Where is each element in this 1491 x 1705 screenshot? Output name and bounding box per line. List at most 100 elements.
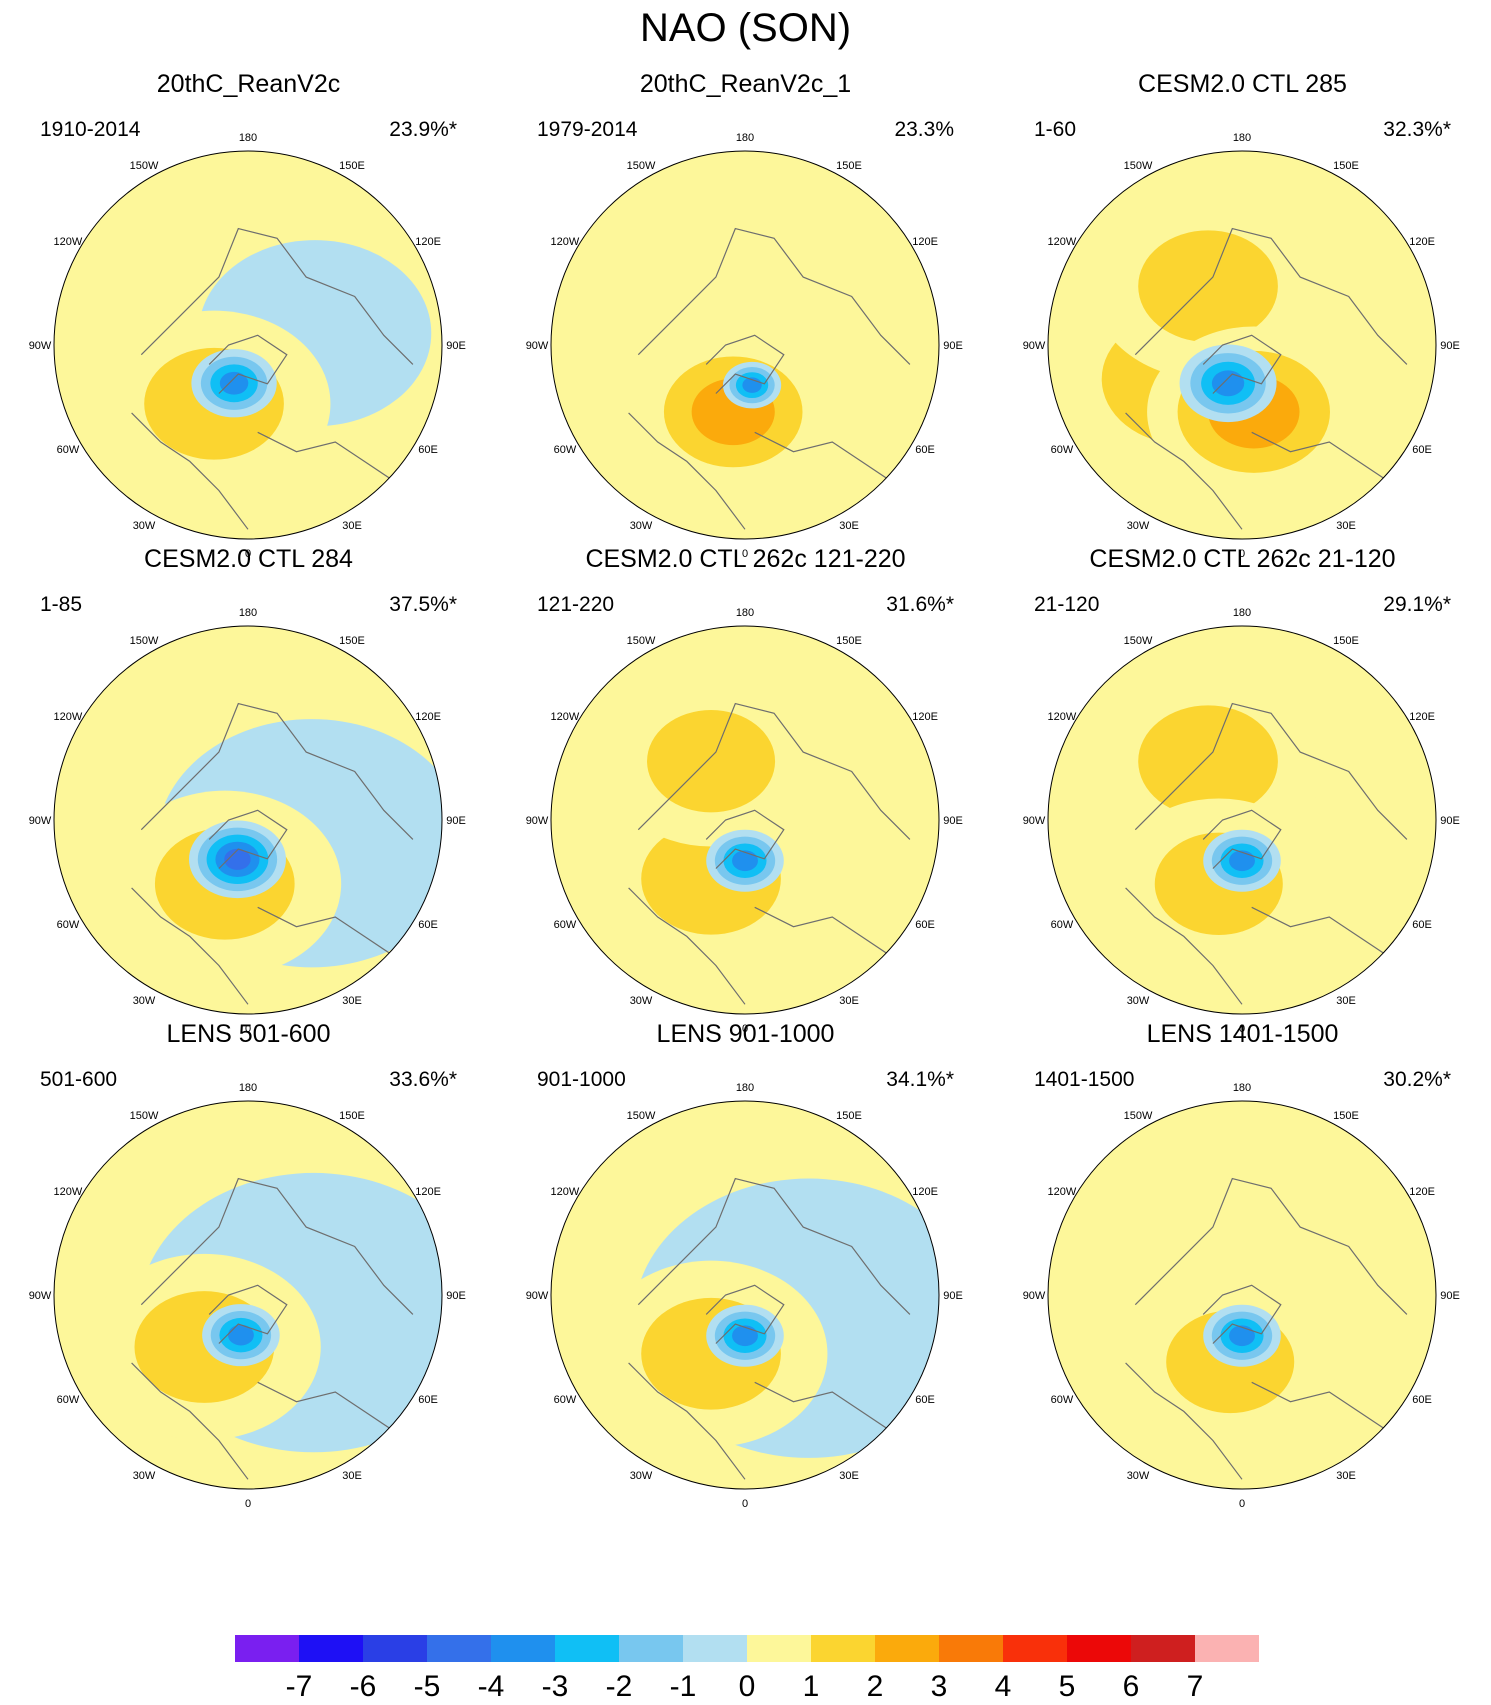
longitude-label: 0 bbox=[742, 548, 748, 560]
longitude-label: 60W bbox=[57, 919, 80, 931]
coastline bbox=[1134, 1177, 1408, 1315]
longitude-label: 150E bbox=[1333, 1110, 1359, 1122]
longitude-label: 30W bbox=[630, 520, 653, 532]
coastline bbox=[705, 809, 785, 869]
longitude-label: 150E bbox=[836, 160, 862, 172]
panel-title: LENS 1401-1500 bbox=[1146, 1020, 1339, 1048]
coastline bbox=[754, 1381, 891, 1432]
colorbar-swatch bbox=[1067, 1635, 1131, 1662]
longitude-label: 30E bbox=[342, 995, 362, 1007]
coastline bbox=[208, 809, 288, 869]
longitude-label: 120W bbox=[1048, 711, 1077, 723]
panel-period: 1-85 bbox=[40, 593, 83, 616]
map-border bbox=[53, 150, 443, 540]
longitude-label: 60W bbox=[1051, 1394, 1074, 1406]
coastline bbox=[131, 887, 249, 1005]
longitude-label: 120E bbox=[415, 711, 441, 723]
colorbar-tick-label: -1 bbox=[670, 1670, 697, 1703]
longitude-label: 0 bbox=[1239, 548, 1245, 560]
longitude-label: 90W bbox=[526, 815, 549, 827]
longitude-label: 90W bbox=[526, 1290, 549, 1302]
panel-variance: 34.1%* bbox=[886, 1068, 954, 1091]
coastline bbox=[754, 906, 891, 957]
colorbar-swatch bbox=[1131, 1635, 1195, 1662]
coastline bbox=[637, 1177, 911, 1315]
coastline bbox=[140, 227, 414, 365]
panel-variance: 37.5%* bbox=[389, 593, 457, 616]
longitude-label: 150E bbox=[1333, 160, 1359, 172]
coastline bbox=[257, 1381, 394, 1432]
anomaly-contour bbox=[224, 848, 251, 870]
longitude-label: 90E bbox=[1440, 815, 1460, 827]
longitude-label: 0 bbox=[245, 548, 251, 560]
coastline bbox=[131, 1362, 249, 1480]
map-panel: LENS 901-1000 901-1000 34.1%* 180 150E 120E 90… bbox=[497, 1020, 994, 1525]
longitude-label: 60W bbox=[57, 444, 80, 456]
longitude-label: 30W bbox=[1127, 1470, 1150, 1482]
coastline bbox=[1134, 702, 1408, 840]
colorbar-tick-label: 7 bbox=[1187, 1670, 1204, 1703]
colorbar-swatch bbox=[811, 1635, 875, 1662]
colorbar-tick-label: 6 bbox=[1123, 1670, 1140, 1703]
polar-map: 180 150E 120E 90E 60E 30E 0 30W 60W 90W 120W 150W bbox=[1023, 607, 1460, 1035]
map-border bbox=[1047, 150, 1437, 540]
longitude-label: 60E bbox=[418, 919, 438, 931]
colorbar-tick-label: 1 bbox=[803, 1670, 820, 1703]
longitude-label: 30E bbox=[839, 995, 859, 1007]
longitude-label: 150W bbox=[130, 1110, 159, 1122]
colorbar-tick-label: 0 bbox=[739, 1670, 756, 1703]
longitude-label: 60E bbox=[915, 1394, 935, 1406]
map-panel: CESM2.0 CTL 262c 21-120 21-120 29.1%* 180 15… bbox=[994, 545, 1491, 1050]
anomaly-contour bbox=[1138, 705, 1278, 818]
longitude-label: 120E bbox=[415, 1186, 441, 1198]
coastline bbox=[1134, 227, 1408, 365]
longitude-label: 180 bbox=[736, 1082, 754, 1094]
longitude-label: 30E bbox=[342, 520, 362, 532]
polar-map: 180 150E 120E 90E 60E 30E 0 30W 60W 90W 120W 150W bbox=[526, 607, 963, 1035]
panel-period: 1979-2014 bbox=[537, 118, 638, 141]
coastline bbox=[1251, 431, 1388, 482]
panel-variance: 29.1%* bbox=[1383, 593, 1451, 616]
anomaly-contour bbox=[227, 1324, 254, 1346]
map-border bbox=[550, 150, 940, 540]
longitude-label: 90W bbox=[29, 815, 52, 827]
map-panel: LENS 501-600 501-600 33.6%* 180 150E 120E 90E 6… bbox=[0, 1020, 497, 1525]
longitude-label: 0 bbox=[245, 1023, 251, 1035]
anomaly-contour bbox=[732, 850, 758, 872]
colorbar-swatch bbox=[619, 1635, 683, 1662]
longitude-label: 60W bbox=[554, 444, 577, 456]
longitude-label: 90E bbox=[943, 340, 963, 352]
longitude-label: 120E bbox=[415, 236, 441, 248]
longitude-label: 90E bbox=[446, 340, 466, 352]
anomaly-contour bbox=[647, 709, 776, 813]
coastline bbox=[1202, 809, 1282, 869]
anomaly-contour bbox=[1138, 230, 1278, 343]
colorbar-swatch bbox=[363, 1635, 427, 1662]
longitude-label: 30W bbox=[1127, 520, 1150, 532]
longitude-label: 120E bbox=[1409, 236, 1435, 248]
colorbar-swatch bbox=[683, 1635, 747, 1662]
longitude-label: 0 bbox=[1239, 1023, 1245, 1035]
map-border bbox=[53, 1100, 443, 1490]
longitude-label: 120W bbox=[54, 236, 83, 248]
panel-title: CESM2.0 CTL 262c 21-120 bbox=[1089, 545, 1396, 573]
longitude-label: 180 bbox=[736, 132, 754, 144]
longitude-label: 90E bbox=[943, 1290, 963, 1302]
panel-variance: 30.2%* bbox=[1383, 1068, 1451, 1091]
longitude-label: 150W bbox=[627, 160, 656, 172]
colorbar-swatch bbox=[555, 1635, 619, 1662]
panel-variance: 32.3%* bbox=[1383, 118, 1451, 141]
coastline bbox=[1202, 334, 1282, 394]
map-panel: LENS 1401-1500 1401-1500 30.2%* 180 150E 120E… bbox=[994, 1020, 1491, 1525]
colorbar-swatch bbox=[427, 1635, 491, 1662]
polar-map: 180 150E 120E 90E 60E 30E 0 30W 60W 90W 120W 150W bbox=[29, 1082, 466, 1510]
longitude-label: 60E bbox=[915, 919, 935, 931]
longitude-label: 90E bbox=[1440, 1290, 1460, 1302]
coastline bbox=[637, 702, 911, 840]
map-border bbox=[1047, 1100, 1437, 1490]
longitude-label: 150E bbox=[339, 160, 365, 172]
longitude-label: 120W bbox=[551, 1186, 580, 1198]
panel-variance: 33.6%* bbox=[389, 1068, 457, 1091]
longitude-label: 30E bbox=[1336, 1470, 1356, 1482]
colorbar-tick-label: -2 bbox=[606, 1670, 633, 1703]
